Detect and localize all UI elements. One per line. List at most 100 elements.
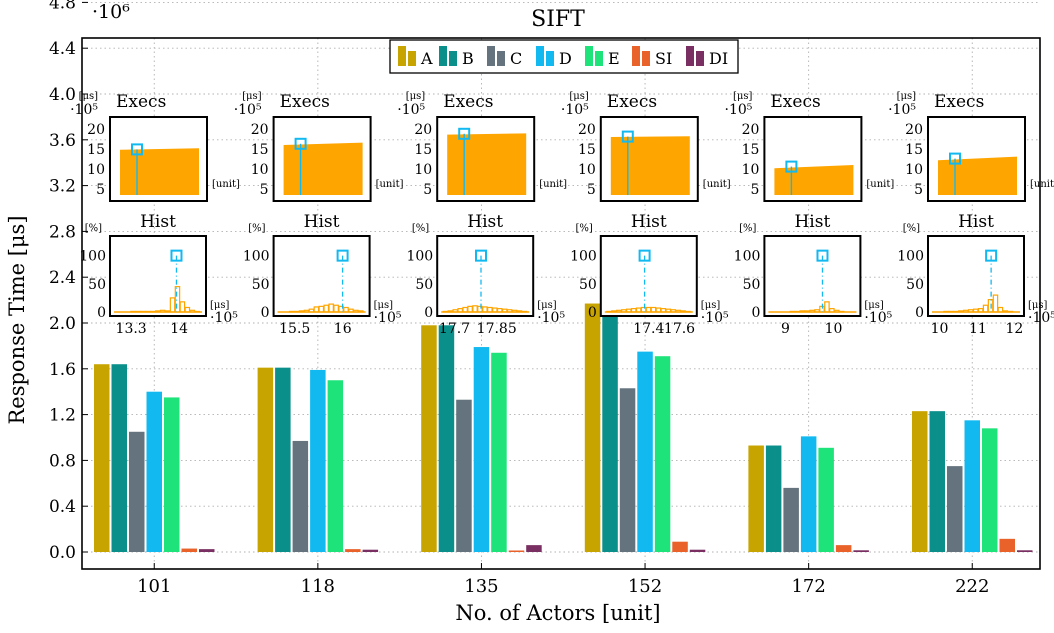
execs-multiplier: ·10⁵: [234, 102, 262, 118]
legend-swatch: [585, 46, 593, 66]
execs-ytick: 5: [260, 182, 269, 198]
hist-ytick: 100: [897, 249, 924, 265]
hist-ytick: 50: [252, 277, 270, 293]
bar-di: [526, 545, 542, 552]
execs-ytick: 15: [742, 142, 760, 158]
hist-marker: [475, 249, 487, 262]
hist-xtick: 17.4: [633, 321, 664, 337]
hist-ytick: 50: [579, 277, 597, 293]
bar-di: [199, 549, 215, 552]
hist-xtick: 13.3: [116, 321, 147, 337]
hist-bg: [928, 236, 1024, 316]
hist-bar: [338, 305, 344, 313]
execs-multiplier: ·10⁵: [397, 102, 425, 118]
hist-xunit: [μs]: [210, 300, 230, 311]
bar-b: [929, 411, 945, 552]
y-tick-label: 2.0: [49, 314, 76, 334]
bar-a: [421, 325, 437, 552]
legend: A B C D E SI DI: [389, 39, 739, 74]
hist-bar: [611, 310, 617, 313]
hist-bar: [194, 310, 200, 313]
legend-swatch: [408, 51, 416, 66]
bar-si: [999, 538, 1015, 552]
legend-label: DI: [709, 49, 728, 68]
hist-marker: [816, 249, 829, 262]
bar-e: [164, 397, 180, 552]
execs-yunit: [μs]: [406, 91, 426, 102]
x-tick-label: 101: [137, 576, 171, 597]
hist-bar: [997, 306, 1004, 313]
legend-swatch: [497, 51, 505, 66]
hist-bar: [521, 310, 528, 313]
hist-bar: [184, 306, 191, 313]
hist-bar: [323, 304, 330, 313]
hist-bar: [358, 310, 364, 313]
hist-bar: [145, 310, 151, 313]
execs-ytick: 15: [905, 142, 923, 158]
bar-si: [181, 548, 197, 552]
hist-xunit: [μs]: [537, 300, 557, 311]
legend-label: B: [462, 49, 474, 68]
execs-xunit: [unit]: [866, 179, 894, 190]
execs-multiplier: ·10⁵: [888, 102, 916, 118]
hist-ytick: 100: [570, 249, 597, 265]
hist-yunit: [%]: [739, 223, 756, 234]
legend-swatch: [398, 46, 406, 66]
y-tick-label: 4.8: [49, 0, 76, 13]
hist-frame: [763, 235, 862, 317]
hist-bg: [600, 236, 697, 316]
legend-label: C: [510, 49, 522, 68]
hist-bar: [680, 310, 686, 313]
legend-swatch: [642, 51, 650, 66]
bar-di: [853, 550, 869, 552]
hist-bar: [804, 310, 810, 313]
execs-ytick: 20: [742, 122, 760, 138]
hist-title: Hist: [958, 212, 994, 232]
hist-bar: [442, 310, 449, 313]
chart-title: SIFT: [531, 7, 585, 32]
hist-ytick: 0: [751, 305, 760, 321]
execs-frame: [109, 116, 208, 202]
bar-d: [310, 369, 326, 552]
legend-swatch: [536, 46, 544, 66]
hist-bar: [516, 310, 523, 313]
execs-ytick: 10: [578, 162, 596, 178]
execs-marker: [294, 137, 307, 150]
execs-xunit: [unit]: [703, 179, 731, 190]
hist-bar: [303, 309, 310, 313]
hist-multiplier: ·10⁵: [374, 310, 402, 326]
hist-bar: [149, 310, 156, 313]
hist-marker: [336, 249, 349, 262]
execs-title: Execs: [770, 92, 820, 112]
y-tick-label: 1.2: [49, 406, 76, 426]
hist-xtick: 17.6: [664, 321, 695, 337]
execs-ytick: 5: [423, 182, 432, 198]
hist-ytick: 0: [261, 305, 270, 321]
execs-xunit: [unit]: [1030, 179, 1054, 190]
bar-c: [619, 388, 636, 552]
execs-yunit: [μs]: [733, 91, 753, 102]
hist-xunit: [μs]: [701, 300, 721, 311]
execs-area: [938, 156, 1017, 195]
bar-d: [146, 391, 162, 552]
hist-bar: [1007, 310, 1014, 313]
hist-bar: [472, 305, 478, 313]
execs-title: Execs: [607, 92, 657, 112]
hist-bar: [630, 308, 637, 313]
hist-bar: [492, 307, 498, 313]
hist-frame: [272, 235, 371, 317]
hist-xtick: 9: [781, 321, 790, 337]
x-tick-label: 118: [301, 576, 335, 597]
y-tick-label: 2.4: [49, 268, 76, 288]
hist-ytick: 100: [79, 249, 106, 265]
execs-multiplier: ·10⁵: [725, 102, 753, 118]
inset-panel: [μs]·10⁵Execs2015105[unit][%]Hist1005001…: [888, 91, 1054, 337]
hist-bar: [943, 310, 949, 313]
execs-area: [610, 136, 690, 195]
hist-ytick: 0: [588, 305, 597, 321]
hist-xtick: 10: [931, 321, 949, 337]
execs-ytick: 10: [742, 162, 760, 178]
